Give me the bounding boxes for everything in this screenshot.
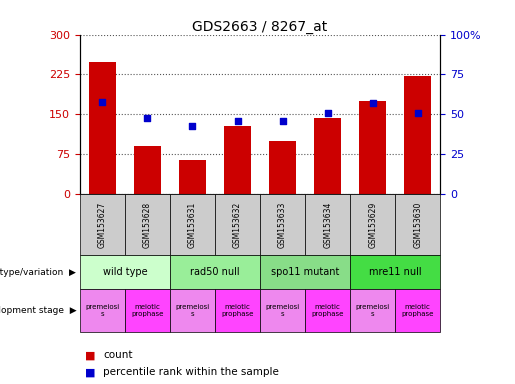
Bar [125, 288, 170, 332]
Text: GSM153633: GSM153633 [278, 202, 287, 248]
Text: GSM153630: GSM153630 [414, 202, 422, 248]
Text: ■: ■ [85, 367, 95, 377]
Text: premeiosi
s: premeiosi s [265, 304, 300, 317]
Point [143, 114, 151, 121]
Bar [260, 288, 305, 332]
Text: premeiosi
s: premeiosi s [85, 304, 119, 317]
Bar [170, 255, 260, 288]
Text: GSM153631: GSM153631 [188, 202, 197, 248]
Text: development stage  ▶: development stage ▶ [0, 306, 76, 315]
Bar [125, 194, 170, 255]
Text: spo11 mutant: spo11 mutant [271, 267, 339, 277]
Bar [260, 255, 350, 288]
Text: premeiosi
s: premeiosi s [175, 304, 210, 317]
Bar [179, 160, 206, 194]
Bar [80, 255, 170, 288]
Point [323, 110, 332, 116]
Bar [305, 194, 350, 255]
Text: ■: ■ [85, 350, 95, 360]
Text: premeiosi
s: premeiosi s [355, 304, 390, 317]
Bar [260, 194, 305, 255]
Bar [350, 194, 396, 255]
Text: wild type: wild type [102, 267, 147, 277]
Text: percentile rank within the sample: percentile rank within the sample [103, 367, 279, 377]
Text: GSM153627: GSM153627 [98, 202, 107, 248]
Point [279, 118, 287, 124]
Bar [134, 146, 161, 194]
Bar [350, 288, 396, 332]
Bar [215, 194, 260, 255]
Text: GSM153629: GSM153629 [368, 202, 377, 248]
Bar [396, 288, 440, 332]
Point [188, 122, 197, 129]
Text: GSM153634: GSM153634 [323, 202, 332, 248]
Bar [305, 288, 350, 332]
Text: meiotic
prophase: meiotic prophase [402, 304, 434, 317]
Point [369, 100, 377, 106]
Text: meiotic
prophase: meiotic prophase [131, 304, 164, 317]
Bar [404, 76, 431, 194]
Bar [359, 101, 386, 194]
Bar [170, 194, 215, 255]
Point [98, 99, 107, 105]
Text: mre11 null: mre11 null [369, 267, 422, 277]
Text: meiotic
prophase: meiotic prophase [221, 304, 254, 317]
Point [414, 110, 422, 116]
Text: GSM153628: GSM153628 [143, 202, 152, 248]
Bar [224, 126, 251, 194]
Bar [314, 118, 341, 194]
Bar [80, 288, 125, 332]
Bar [350, 255, 440, 288]
Bar [80, 194, 125, 255]
Bar [215, 288, 260, 332]
Text: meiotic
prophase: meiotic prophase [312, 304, 344, 317]
Bar [170, 288, 215, 332]
Text: rad50 null: rad50 null [190, 267, 240, 277]
Bar [269, 141, 296, 194]
Bar [396, 194, 440, 255]
Text: genotype/variation  ▶: genotype/variation ▶ [0, 268, 76, 276]
Point [233, 118, 242, 124]
Text: count: count [103, 350, 132, 360]
Bar [89, 62, 116, 194]
Text: GSM153632: GSM153632 [233, 202, 242, 248]
Title: GDS2663 / 8267_at: GDS2663 / 8267_at [193, 20, 328, 33]
